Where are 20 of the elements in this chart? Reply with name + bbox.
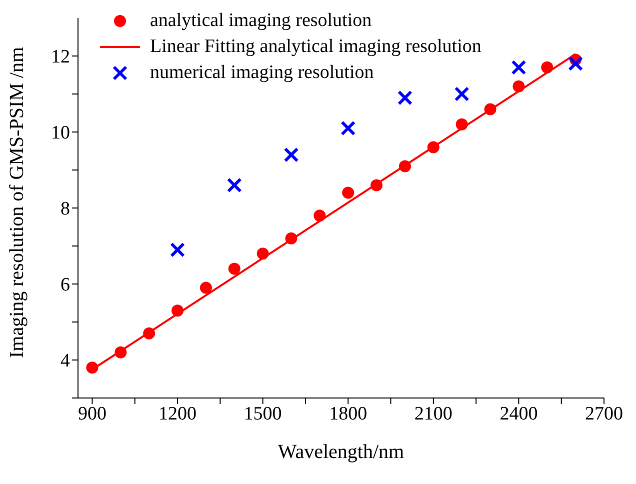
x-tick-label: 900 bbox=[78, 403, 106, 424]
legend-label: analytical imaging resolution bbox=[150, 9, 372, 33]
x-tick-label: 2100 bbox=[414, 403, 452, 424]
y-tick-label: 6 bbox=[60, 274, 70, 296]
x-tick-label: 1800 bbox=[329, 403, 368, 424]
legend-label: Linear Fitting analytical imaging resolution bbox=[150, 35, 482, 59]
y-tick-label: 12 bbox=[51, 46, 70, 68]
y-axis-title: Imaging resolution of GMS-PSIM /nm bbox=[6, 46, 28, 358]
x-tick-label: 1200 bbox=[158, 403, 197, 424]
x-tick-label: 2700 bbox=[585, 403, 623, 424]
y-tick-label: 8 bbox=[60, 198, 70, 220]
x-tick-label: 2400 bbox=[500, 403, 538, 424]
point bbox=[228, 262, 240, 275]
x-tick-label: 1500 bbox=[244, 403, 282, 424]
y-tick-label: 4 bbox=[60, 350, 70, 372]
x-axis-title: Wavelength/nm bbox=[278, 441, 405, 463]
point bbox=[342, 186, 354, 199]
y-tick-label: 10 bbox=[51, 122, 70, 144]
legend-label: numerical imaging resolution bbox=[150, 61, 374, 85]
point bbox=[200, 282, 212, 294]
